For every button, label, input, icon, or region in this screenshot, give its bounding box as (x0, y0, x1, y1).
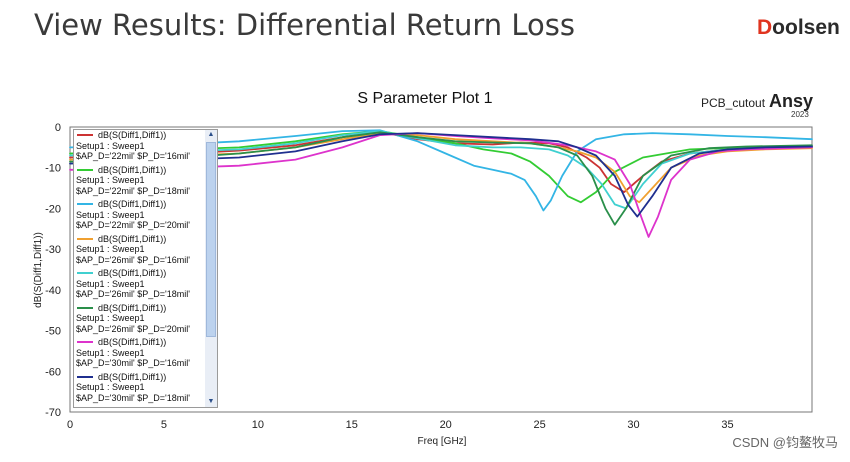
x-tick-label: 25 (533, 419, 545, 431)
legend-swatch (77, 168, 93, 171)
legend-label: dB(S(Diff1,Diff1)) (98, 371, 167, 382)
legend-swatch (77, 203, 93, 206)
legend-list: dB(S(Diff1,Diff1)) Setup1 : Sweep1 $AP_D='… (74, 130, 204, 406)
legend-item[interactable]: dB(S(Diff1,Diff1)) Setup1 : Sweep1 $AP_D='… (74, 130, 204, 165)
x-tick-label: 30 (627, 419, 639, 431)
legend-item-header: dB(S(Diff1,Diff1)) (76, 199, 204, 210)
legend-swatch (77, 237, 93, 240)
logo-mark-icon: D (757, 16, 773, 39)
legend-setup: Setup1 : Sweep1 (76, 244, 145, 254)
y-tick-label: -60 (45, 366, 61, 378)
x-tick-label: 20 (440, 419, 452, 431)
x-axis-label: Freq [GHz] (418, 436, 467, 447)
legend-label: dB(S(Diff1,Diff1)) (98, 130, 167, 140)
legend-item-header: dB(S(Diff1,Diff1)) (76, 268, 204, 279)
legend-item[interactable]: dB(S(Diff1,Diff1)) Setup1 : Sweep1 $AP_D='… (74, 337, 204, 372)
legend-swatch (77, 134, 93, 137)
tick-layer: 0 5 10 15 20 25 30 35 0 -10 -20 -30 -40 -50 -60 -70 (45, 122, 733, 431)
legend-label: dB(S(Diff1,Diff1)) (98, 337, 167, 347)
scroll-up-icon[interactable]: ▲ (207, 131, 215, 138)
scroll-thumb[interactable] (206, 142, 216, 337)
project-name: PCB_cutout (701, 96, 766, 110)
series-line-2 (69, 130, 813, 204)
legend-label: dB(S(Diff1,Diff1)) (98, 199, 167, 209)
legend-swatch (77, 341, 93, 344)
y-tick-label: -50 (45, 326, 61, 338)
x-tick-label: 0 (67, 419, 73, 431)
x-tick-label: 35 (721, 419, 733, 431)
legend-setup: Setup1 : Sweep1 (76, 140, 145, 151)
legend-item-header: dB(S(Diff1,Diff1)) (76, 337, 204, 348)
ansys-brand: Ansys (769, 91, 813, 111)
legend-item[interactable]: dB(S(Diff1,Diff1)) Setup1 : Sweep1 $AP_D='… (74, 234, 204, 269)
y-tick-label: -30 (45, 244, 61, 256)
y-tick-label: 0 (55, 122, 61, 134)
legend-item[interactable]: dB(S(Diff1,Diff1)) Setup1 : Sweep1 $AP_D='… (74, 199, 204, 234)
legend-item[interactable]: dB(S(Diff1,Diff1)) Setup1 : Sweep1 $AP_D='… (74, 165, 204, 200)
series-line-8 (69, 132, 813, 218)
series-line-5 (69, 130, 813, 210)
legend-params: $AP_D='26mil' $P_D='16mil' (76, 254, 190, 265)
legend-label: dB(S(Diff1,Diff1)) (98, 268, 167, 278)
plot-title: S Parameter Plot 1 (357, 90, 493, 107)
legend-item[interactable]: dB(S(Diff1,Diff1)) Setup1 : Sweep1 $AP_D='… (74, 303, 204, 338)
y-axis-label: dB(S(Diff1,Diff1)) (33, 232, 44, 308)
logo-text: oolsen (772, 16, 840, 39)
legend-params: $AP_D='22mil' $P_D='16mil' (76, 151, 190, 161)
legend-item[interactable]: dB(S(Diff1,Diff1)) Setup1 : Sweep1 $AP_D='… (74, 372, 204, 407)
legend-item-header: dB(S(Diff1,Diff1)) (76, 234, 204, 245)
legend-label: dB(S(Diff1,Diff1)) (98, 233, 167, 244)
legend-params: $AP_D='26mil' $P_D='20mil' (76, 323, 190, 334)
y-tick-label: -10 (45, 163, 61, 175)
legend-item[interactable]: dB(S(Diff1,Diff1)) Setup1 : Sweep1 $AP_D='… (74, 268, 204, 303)
legend-params: $AP_D='30mil' $P_D='18mil' (76, 392, 190, 403)
legend-item-header: dB(S(Diff1,Diff1)) (76, 372, 204, 383)
x-tick-label: 10 (252, 419, 264, 431)
legend-label: dB(S(Diff1,Diff1)) (98, 164, 167, 175)
series-layer (69, 129, 813, 238)
series-line-3 (69, 129, 813, 212)
legend-item-header: dB(S(Diff1,Diff1)) (76, 130, 204, 141)
x-tick-label: 15 (346, 419, 358, 431)
legend-params: $AP_D='22mil' $P_D='18mil' (76, 185, 190, 196)
legend-item-header: dB(S(Diff1,Diff1)) (76, 165, 204, 176)
legend-setup: Setup1 : Sweep1 (76, 278, 145, 289)
legend-label: dB(S(Diff1,Diff1)) (98, 302, 167, 313)
legend-setup: Setup1 : Sweep1 (76, 347, 145, 358)
legend-panel[interactable]: dB(S(Diff1,Diff1)) Setup1 : Sweep1 $AP_D='… (73, 129, 218, 408)
legend-setup: Setup1 : Sweep1 (76, 313, 145, 323)
legend-swatch (77, 375, 93, 378)
brand-logo: Doolsen (757, 16, 840, 40)
legend-scrollbar[interactable]: ▲ ▼ (205, 130, 217, 407)
legend-setup: Setup1 : Sweep1 (76, 382, 145, 392)
watermark: CSDN @钧鳌牧马 (732, 435, 838, 450)
series-line-6 (69, 131, 813, 226)
slide-title: View Results: Differential Return Loss (34, 8, 575, 42)
series-line-7 (69, 132, 813, 238)
legend-params: $AP_D='30mil' $P_D='16mil' (76, 358, 190, 368)
legend-params: $AP_D='22mil' $P_D='20mil' (76, 220, 190, 230)
legend-swatch (77, 306, 93, 309)
x-tick-label: 5 (161, 419, 167, 431)
legend-params: $AP_D='26mil' $P_D='18mil' (76, 289, 190, 299)
y-tick-label: -40 (45, 285, 61, 297)
y-tick-label: -20 (45, 203, 61, 215)
ansys-year: 2023 (791, 110, 809, 119)
y-tick-label: -70 (45, 407, 61, 419)
legend-item-header: dB(S(Diff1,Diff1)) (76, 303, 204, 314)
scroll-down-icon[interactable]: ▼ (207, 398, 215, 405)
legend-setup: Setup1 : Sweep1 (76, 209, 145, 220)
legend-swatch (77, 272, 93, 275)
legend-setup: Setup1 : Sweep1 (76, 175, 145, 185)
